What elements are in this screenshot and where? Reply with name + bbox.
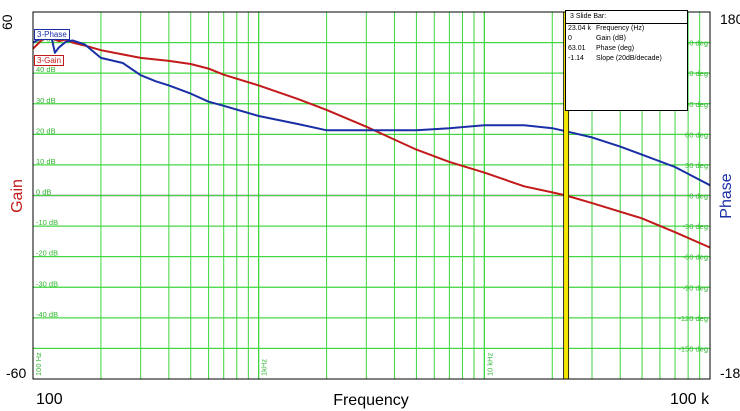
legend-phase[interactable]: 3-Phase xyxy=(34,29,70,40)
gain-grid-label: 30 dB xyxy=(36,96,56,105)
phase-grid-label: 150 deg xyxy=(681,39,708,48)
frequency-grid-label: 100 Hz xyxy=(34,352,43,376)
gain-grid-label: -30 dB xyxy=(36,279,58,288)
gain-grid-label: -40 dB xyxy=(36,310,58,319)
gain-axis-title: Gain xyxy=(9,179,26,213)
x-axis-title: Frequency xyxy=(333,392,409,409)
readout-gain-value: 0 xyxy=(568,35,572,42)
x-axis-min-label: 100 xyxy=(36,391,63,408)
phase-grid-label: 120 deg xyxy=(681,69,708,78)
phase-grid-label: 30 deg xyxy=(685,161,708,170)
readout-frequency: 23.04 k Frequency (Hz) xyxy=(566,24,687,34)
phase-axis-title: Phase xyxy=(718,173,735,218)
readout-frequency-desc: Frequency (Hz) xyxy=(596,25,645,32)
readout-gain: 0 Gain (dB) xyxy=(566,34,687,44)
phase-grid-label: -120 deg xyxy=(678,314,708,323)
left-axis-min-label: -60 xyxy=(6,365,26,381)
readout-phase-desc: Phase (deg) xyxy=(596,45,635,52)
slide-bar-readout: 3 Slide Bar: 23.04 k Frequency (Hz) 0 Ga… xyxy=(565,10,688,111)
gain-grid-label: 20 dB xyxy=(36,126,56,135)
phase-grid-label: 60 deg xyxy=(685,130,708,139)
gain-grid-label: 40 dB xyxy=(36,65,56,74)
readout-gain-desc: Gain (dB) xyxy=(596,35,626,42)
readout-slope-desc: Slope (20dB/decade) xyxy=(596,55,662,62)
phase-grid-label: 90 deg xyxy=(685,100,708,109)
phase-grid-label: -150 deg xyxy=(678,344,708,353)
left-axis-max-label: 60 xyxy=(0,14,15,30)
readout-phase-value: 63.01 xyxy=(568,45,586,52)
phase-grid-label: -90 deg xyxy=(683,283,708,292)
slide-bar-title: 3 Slide Bar: xyxy=(566,11,687,24)
phase-grid-label: -60 deg xyxy=(683,253,708,262)
frequency-grid-label: 1kHz xyxy=(260,359,269,376)
plot-frame xyxy=(32,11,711,380)
frequency-grid-label: 10 kHz xyxy=(485,352,494,376)
phase-grid-label: 0 deg xyxy=(689,192,708,201)
gain-grid-label: 0 dB xyxy=(36,188,51,197)
phase-grid-label: -30 deg xyxy=(683,222,708,231)
readout-slope-value: -1.14 xyxy=(568,55,584,62)
readout-frequency-value: 23.04 k xyxy=(568,25,591,32)
legend-gain[interactable]: 3-Gain xyxy=(34,55,65,66)
gain-grid-label: -10 dB xyxy=(36,218,58,227)
gain-grid-label: 10 dB xyxy=(36,157,56,166)
gain-grid-label: -20 dB xyxy=(36,249,58,258)
right-axis-min-label: -180 xyxy=(720,365,740,381)
x-axis-max-label: 100 k xyxy=(670,391,710,408)
readout-phase: 63.01 Phase (deg) xyxy=(566,44,687,54)
readout-slope: -1.14 Slope (20dB/decade) xyxy=(566,54,687,64)
right-axis-max-label: 180 xyxy=(720,11,740,27)
